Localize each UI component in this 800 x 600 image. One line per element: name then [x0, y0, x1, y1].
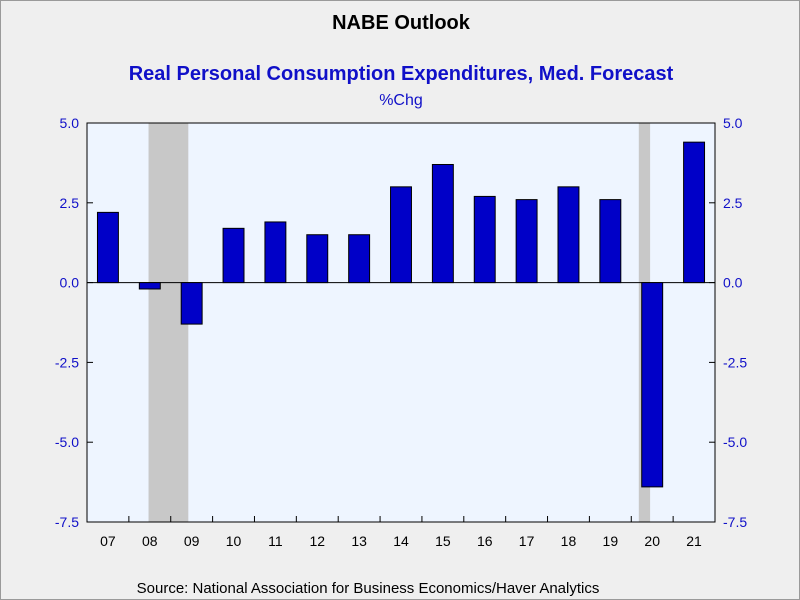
bar-12 [306, 234, 329, 284]
xtick-label: 12 [309, 533, 325, 549]
bar-08 [138, 282, 161, 290]
units-label: %Chg [379, 92, 423, 109]
ytick-label-left: 5.0 [60, 115, 80, 131]
ytick-label-right: -2.5 [723, 354, 747, 370]
xtick-label: 11 [268, 533, 283, 549]
ytick-label-left: -7.5 [55, 514, 79, 530]
ytick-label-left: -5.0 [55, 434, 79, 450]
xtick-label: 14 [393, 533, 409, 549]
source-note: Source: National Association for Busines… [137, 580, 600, 597]
bar-07 [96, 211, 119, 284]
ytick-label-right: 0.0 [723, 275, 743, 291]
bar-13 [348, 234, 371, 284]
bar-20 [641, 282, 664, 488]
xtick-label: 17 [519, 533, 535, 549]
ytick-label-right: 5.0 [723, 115, 743, 131]
xtick-label: 20 [644, 533, 660, 549]
xtick-label: 08 [142, 533, 158, 549]
ytick-label-right: 2.5 [723, 195, 743, 211]
xtick-label: 19 [603, 533, 619, 549]
xtick-label: 10 [226, 533, 242, 549]
bar-19 [599, 199, 622, 284]
bar-09 [180, 282, 203, 325]
ytick-label-left: -2.5 [55, 354, 79, 370]
xtick-label: 09 [184, 533, 200, 549]
plot-border [86, 122, 716, 523]
bar-11 [264, 221, 287, 284]
bar-17 [515, 199, 538, 284]
ytick-label-left: 2.5 [60, 195, 80, 211]
xtick-label: 21 [686, 533, 702, 549]
xtick-label: 13 [351, 533, 367, 549]
ytick-label-right: -5.0 [723, 434, 747, 450]
plot-area: 5.0 5.0 2.5 2.5 0.0 0.0 -2.5 -2.5 -5.0 -5.0 -7.5 -7… [55, 115, 747, 549]
ytick-label-right: -7.5 [723, 514, 747, 530]
bar-21 [683, 141, 706, 284]
chart-subtitle: Real Personal Consumption Expenditures, … [129, 63, 674, 85]
bar-18 [557, 186, 580, 284]
bar-15 [431, 163, 454, 284]
ytick-label-left: 0.0 [60, 275, 80, 291]
xtick-label: 07 [100, 533, 116, 549]
chart-title: NABE Outlook [332, 12, 471, 34]
xtick-label: 16 [477, 533, 493, 549]
bar-16 [473, 195, 496, 284]
xtick-label: 18 [561, 533, 577, 549]
bar-14 [390, 186, 412, 284]
bar-10 [222, 227, 245, 284]
xtick-label: 15 [435, 533, 451, 549]
